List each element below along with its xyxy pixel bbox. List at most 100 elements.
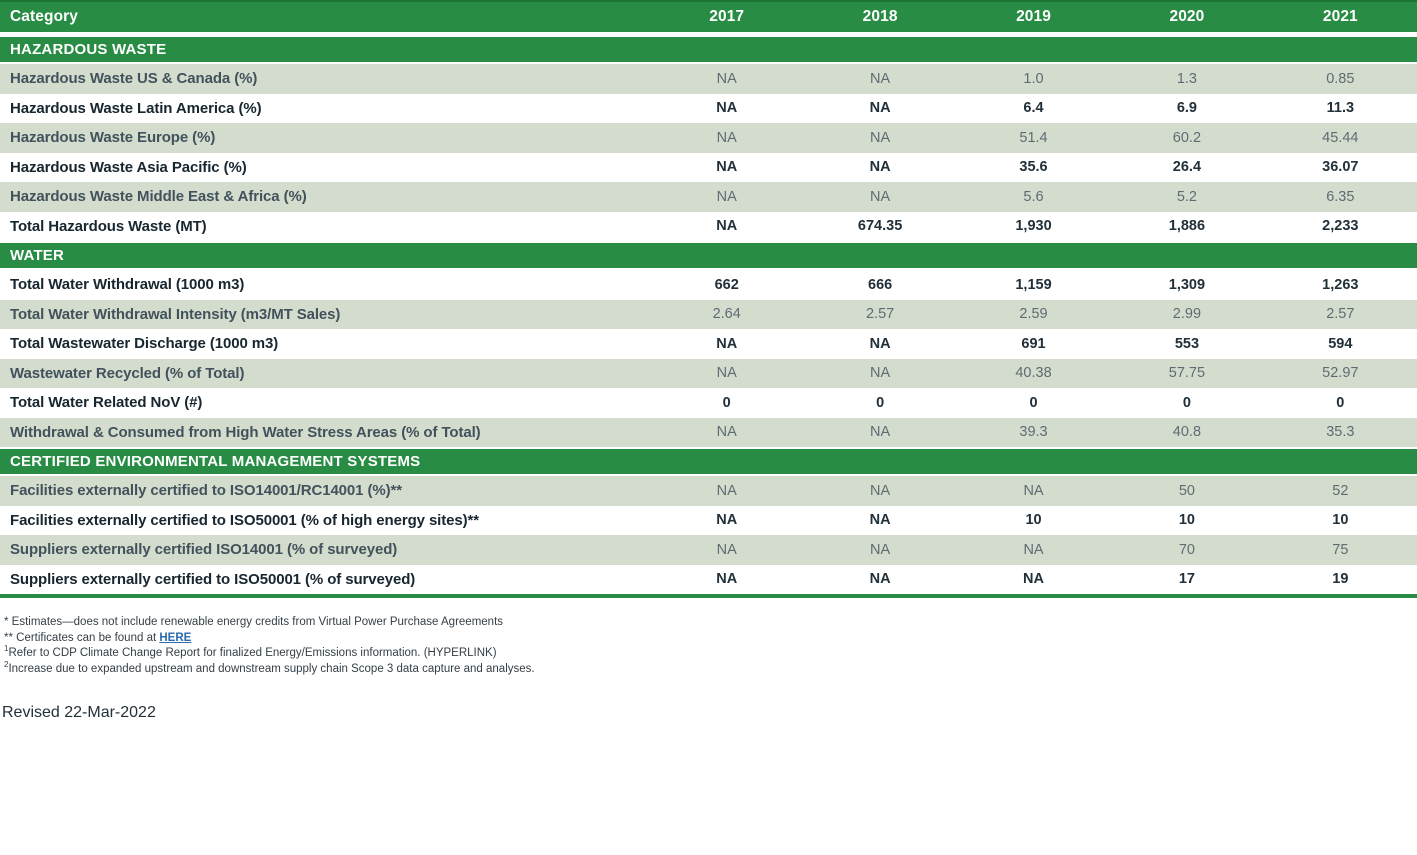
- row-label: Hazardous Waste US & Canada (%): [10, 70, 258, 88]
- column-header-2018: 2018: [862, 8, 898, 25]
- footnote-marker: **: [4, 631, 17, 644]
- value-cell-2017: 0: [722, 394, 731, 411]
- value-cell-2017: NA: [716, 70, 737, 87]
- table-body: HAZARDOUS WASTE Hazardous Waste US & Cana…: [0, 35, 1417, 594]
- footnote-text: Estimates—does not include renewable ene…: [11, 616, 504, 628]
- row-label: Facilities externally certified to ISO14…: [10, 482, 402, 500]
- value-cell-2019: 0: [1029, 394, 1038, 411]
- value-cell-2017: NA: [716, 424, 737, 441]
- value-cell-2019: 1,930: [1015, 218, 1052, 235]
- value-cell-2021: 75: [1332, 541, 1349, 558]
- table-row-facilities-externally-certified-to-iso50001-of-high-energy-sites: Facilities externally certified to ISO50…: [0, 505, 1417, 535]
- column-header-2019: 2019: [1016, 8, 1051, 25]
- footnote-text: Increase due to expanded upstream and do…: [8, 662, 535, 675]
- footnote-marker: 1: [4, 644, 9, 654]
- table-row-hazardous-waste-us-canada: Hazardous Waste US & Canada (%) NA NA 1.0 1.…: [0, 64, 1417, 94]
- value-cell-2021: 36.07: [1322, 159, 1359, 176]
- value-cell-2019: 40.38: [1015, 365, 1052, 382]
- value-cell-2020: 10: [1178, 512, 1195, 529]
- value-cell-2018: NA: [870, 129, 891, 146]
- footnotes: * Estimates—does not include renewable e…: [4, 615, 1417, 677]
- row-label: Total Water Related NoV (#): [10, 394, 203, 412]
- value-cell-2021: 35.3: [1326, 424, 1355, 441]
- value-cell-2021: 0.85: [1326, 70, 1355, 87]
- row-label: Total Water Withdrawal Intensity (m3/MT …: [10, 305, 341, 323]
- section-title: HAZARDOUS WASTE: [10, 41, 167, 58]
- value-cell-2017: NA: [716, 571, 738, 588]
- value-cell-2020: 57.75: [1168, 365, 1206, 382]
- value-cell-2018: 0: [876, 394, 885, 411]
- footnote-line: ** Certificates can be found at HERE: [4, 631, 1417, 647]
- column-header-category: Category: [10, 8, 78, 25]
- certificates-here-link[interactable]: HERE: [159, 631, 192, 644]
- value-cell-2018: NA: [870, 365, 891, 382]
- table-row-hazardous-waste-latin-america: Hazardous Waste Latin America (%) NA NA 6.4…: [0, 93, 1417, 123]
- value-cell-2020: 6.9: [1176, 100, 1197, 117]
- value-cell-2019: 35.6: [1019, 159, 1048, 176]
- value-cell-2020: 70: [1178, 541, 1195, 558]
- value-cell-2017: NA: [716, 482, 737, 499]
- value-cell-2017: 662: [714, 276, 739, 293]
- value-cell-2018: NA: [869, 335, 891, 352]
- value-cell-2021: 52.97: [1322, 365, 1359, 382]
- value-cell-2018: NA: [869, 571, 891, 588]
- value-cell-2021: 2.57: [1326, 306, 1355, 323]
- section-header-certified-environmental-management-systems: CERTIFIED ENVIRONMENTAL MANAGEMENT SYSTE…: [0, 447, 1417, 476]
- table-row-total-water-related-nov: Total Water Related NoV (#) 0 0 0 0 0: [0, 388, 1417, 418]
- value-cell-2021: 2,233: [1322, 218, 1359, 235]
- value-cell-2020: 40.8: [1172, 424, 1202, 441]
- value-cell-2020: 1,309: [1168, 276, 1206, 293]
- row-label: Suppliers externally certified to ISO500…: [10, 570, 416, 588]
- value-cell-2020: 2.99: [1172, 306, 1202, 323]
- value-cell-2019: 39.3: [1019, 424, 1048, 441]
- row-label: Hazardous Waste Europe (%): [10, 129, 216, 147]
- value-cell-2020: 26.4: [1172, 159, 1202, 176]
- value-cell-2019: 1,159: [1015, 276, 1052, 293]
- table-row-facilities-externally-certified-to-iso14001-rc14001: Facilities externally certified to ISO14…: [0, 476, 1417, 506]
- value-cell-2017: NA: [716, 512, 738, 529]
- section-header-hazardous-waste: HAZARDOUS WASTE: [0, 35, 1417, 64]
- section-title: CERTIFIED ENVIRONMENTAL MANAGEMENT SYSTE…: [10, 453, 421, 470]
- value-cell-2020: 60.2: [1172, 129, 1202, 146]
- table-row-withdrawal-consumed-from-high-water-stress-areas-of-total: Withdrawal & Consumed from High Water St…: [0, 417, 1417, 447]
- value-cell-2018: 674.35: [857, 218, 903, 235]
- value-cell-2017: NA: [716, 159, 738, 176]
- section-title: WATER: [10, 247, 65, 264]
- value-cell-2017: 2.64: [712, 306, 741, 323]
- section-header-water: WATER: [0, 241, 1417, 270]
- footnote-marker: 2: [4, 659, 9, 669]
- table-row-wastewater-recycled-of-total: Wastewater Recycled (% of Total) NA NA 40.3…: [0, 358, 1417, 388]
- value-cell-2018: NA: [870, 424, 891, 441]
- column-header-2021: 2021: [1322, 8, 1358, 25]
- value-cell-2019: 10: [1025, 512, 1042, 529]
- row-label: Total Wastewater Discharge (1000 m3): [10, 335, 279, 353]
- value-cell-2021: 6.35: [1326, 188, 1355, 205]
- value-cell-2018: NA: [870, 188, 891, 205]
- value-cell-2020: 17: [1178, 571, 1195, 588]
- table-row-hazardous-waste-asia-pacific: Hazardous Waste Asia Pacific (%) NA NA 35.6…: [0, 152, 1417, 182]
- table-row-total-wastewater-discharge-1000-m3: Total Wastewater Discharge (1000 m3) NA NA…: [0, 329, 1417, 359]
- value-cell-2018: NA: [869, 512, 891, 529]
- value-cell-2020: 0: [1182, 394, 1191, 411]
- footnote-line: 2Increase due to expanded upstream and d…: [4, 659, 1417, 678]
- value-cell-2021: 45.44: [1322, 129, 1359, 146]
- value-cell-2020: 1,886: [1168, 218, 1206, 235]
- row-label: Wastewater Recycled (% of Total): [10, 364, 245, 382]
- value-cell-2021: 0: [1336, 394, 1345, 411]
- value-cell-2018: NA: [869, 100, 891, 117]
- value-cell-2018: NA: [869, 159, 891, 176]
- value-cell-2018: NA: [870, 541, 891, 558]
- table-row-total-hazardous-waste-mt: Total Hazardous Waste (MT) NA 674.35 1,930 1…: [0, 211, 1417, 241]
- row-label: Facilities externally certified to ISO50…: [10, 511, 480, 529]
- table-row-hazardous-waste-europe: Hazardous Waste Europe (%) NA NA 51.4 60.2 45…: [0, 123, 1417, 153]
- value-cell-2017: NA: [716, 365, 737, 382]
- value-cell-2017: NA: [716, 541, 737, 558]
- row-label: Total Water Withdrawal (1000 m3): [10, 276, 245, 294]
- column-header-2020: 2020: [1169, 8, 1205, 25]
- value-cell-2019: NA: [1023, 482, 1044, 499]
- value-cell-2019: 5.6: [1023, 188, 1044, 205]
- row-label: Hazardous Waste Middle East & Africa (%): [10, 188, 307, 206]
- value-cell-2021: 1,263: [1322, 276, 1359, 293]
- row-label: Withdrawal & Consumed from High Water St…: [10, 423, 481, 441]
